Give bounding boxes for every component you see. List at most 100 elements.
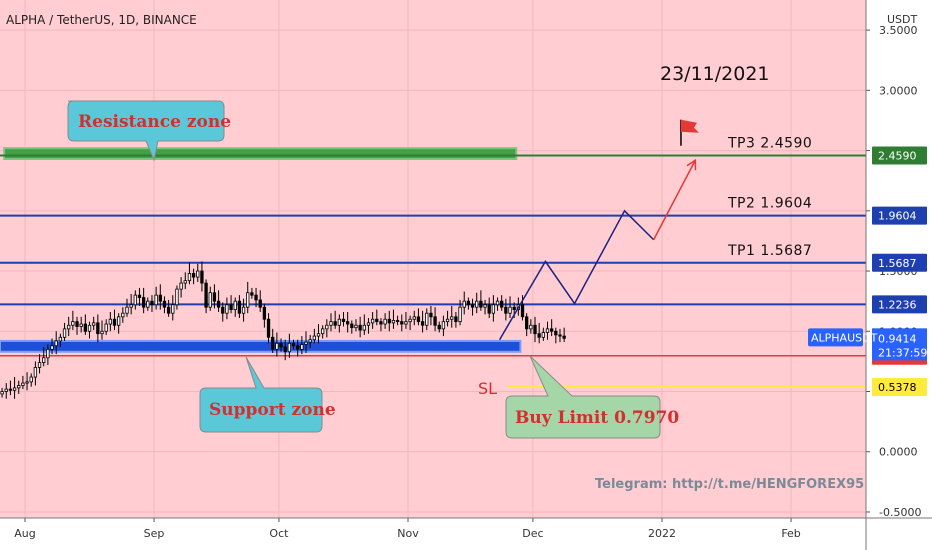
candle-body xyxy=(321,328,325,335)
candle-body xyxy=(250,292,254,296)
candle-body xyxy=(512,306,516,310)
candle-body xyxy=(221,306,225,314)
level-label-tp3: TP3 2.4590 xyxy=(727,136,812,152)
candle-body xyxy=(87,324,92,332)
y-tick-label: 3.5000 xyxy=(879,24,918,37)
candle-body xyxy=(46,348,50,359)
candle-body xyxy=(425,312,429,326)
candle-body xyxy=(470,304,475,308)
candle-body xyxy=(345,321,350,325)
candle-body xyxy=(158,294,162,302)
y-tick-label: 0.0000 xyxy=(879,446,918,459)
candle-body xyxy=(308,339,312,343)
plot-background xyxy=(0,0,866,518)
level-label-tp2: TP2 1.9604 xyxy=(727,196,812,212)
candle-body xyxy=(358,324,362,331)
tag-tp1: 1.5687 xyxy=(878,257,917,270)
candle-body xyxy=(400,321,404,325)
zone-layer xyxy=(0,147,522,353)
candle-body xyxy=(525,316,529,330)
candle-body xyxy=(37,362,42,368)
x-tick-label: Sep xyxy=(144,527,165,540)
x-tick-label: Oct xyxy=(269,527,289,540)
candle-body xyxy=(208,292,212,308)
candle-body xyxy=(325,324,329,330)
candle-body xyxy=(187,273,192,282)
candle-body xyxy=(229,304,233,310)
candle-body xyxy=(416,316,421,323)
candle-body xyxy=(79,323,83,327)
time-axis-background xyxy=(0,518,932,550)
candle-body xyxy=(487,304,491,314)
candle-body xyxy=(337,318,341,326)
candle-body xyxy=(237,300,242,314)
currency-label: USDT xyxy=(887,13,918,26)
x-tick-label: Nov xyxy=(397,527,419,540)
candle-body xyxy=(117,316,121,326)
candle-body xyxy=(370,318,375,324)
candle-body xyxy=(550,328,554,332)
candle-body xyxy=(50,345,54,350)
candle-body xyxy=(287,342,292,353)
tag-tp3-bg xyxy=(872,146,927,165)
candle-body xyxy=(333,321,337,326)
candle-body xyxy=(433,316,437,326)
projection-arrow-line xyxy=(652,159,696,241)
candle-body xyxy=(362,324,366,331)
candle-body xyxy=(383,318,387,325)
candle-body xyxy=(375,318,379,323)
candle-body xyxy=(204,282,208,308)
candle-body xyxy=(121,312,125,318)
candle-body xyxy=(366,322,371,326)
resistance-zone xyxy=(3,147,518,161)
y-tick-label: -0.5000 xyxy=(879,506,921,519)
candle-body xyxy=(300,344,304,350)
candle-body xyxy=(175,288,179,306)
projection-path xyxy=(498,209,655,341)
candle-body xyxy=(529,324,533,330)
candle-body xyxy=(404,321,408,325)
candle-body xyxy=(420,321,425,326)
chart-title: ALPHA / TetherUS, 1D, BINANCE xyxy=(6,13,197,27)
candle-body xyxy=(171,304,175,314)
candle-body xyxy=(562,335,566,339)
candle-body xyxy=(212,292,217,302)
level-layer: TP3 2.4590 TP2 1.9604 TP1 1.5687 xyxy=(0,136,866,388)
candle-body xyxy=(200,270,204,284)
candle-body xyxy=(379,321,383,325)
candle-body xyxy=(21,382,25,386)
candle-body xyxy=(316,333,321,337)
candle-body xyxy=(304,341,308,345)
telegram-link[interactable]: Telegram: http://t.me/HENGFOREX95 xyxy=(595,477,864,492)
candle-body xyxy=(241,306,246,314)
projection-arrow-head xyxy=(686,158,697,171)
candle-body xyxy=(441,321,446,330)
tag-sl: 0.5378 xyxy=(878,381,917,394)
tag-tp2: 1.9604 xyxy=(878,210,917,223)
candle-body xyxy=(17,385,21,389)
candle-body xyxy=(62,328,67,338)
candle-body xyxy=(475,300,479,308)
level-label-tp1: TP1 1.5687 xyxy=(727,243,812,259)
candle-body xyxy=(445,318,450,323)
candle-body xyxy=(283,346,287,353)
candle-body xyxy=(412,316,416,320)
x-tick-label: Aug xyxy=(14,527,35,540)
candle-body xyxy=(275,342,279,350)
x-tick-label: 2022 xyxy=(648,527,676,540)
candle-body xyxy=(508,306,512,314)
annotation-layer: Resistance zone Support zone Buy Limit 0.7… xyxy=(67,100,679,439)
candle-body xyxy=(146,300,150,308)
candle-body xyxy=(179,282,183,290)
sl-label: SL xyxy=(478,379,497,398)
support-callout: Support zone xyxy=(209,400,336,420)
current-price-tag: 0.9414 xyxy=(878,332,917,345)
candle-body xyxy=(258,299,262,308)
candle-body xyxy=(554,330,558,336)
resistance-callout-bubble xyxy=(67,100,225,162)
candle-body xyxy=(500,300,504,308)
tag-sl-bg xyxy=(872,377,927,396)
candle-body xyxy=(558,334,562,337)
resistance-callout: Resistance zone xyxy=(78,112,231,132)
